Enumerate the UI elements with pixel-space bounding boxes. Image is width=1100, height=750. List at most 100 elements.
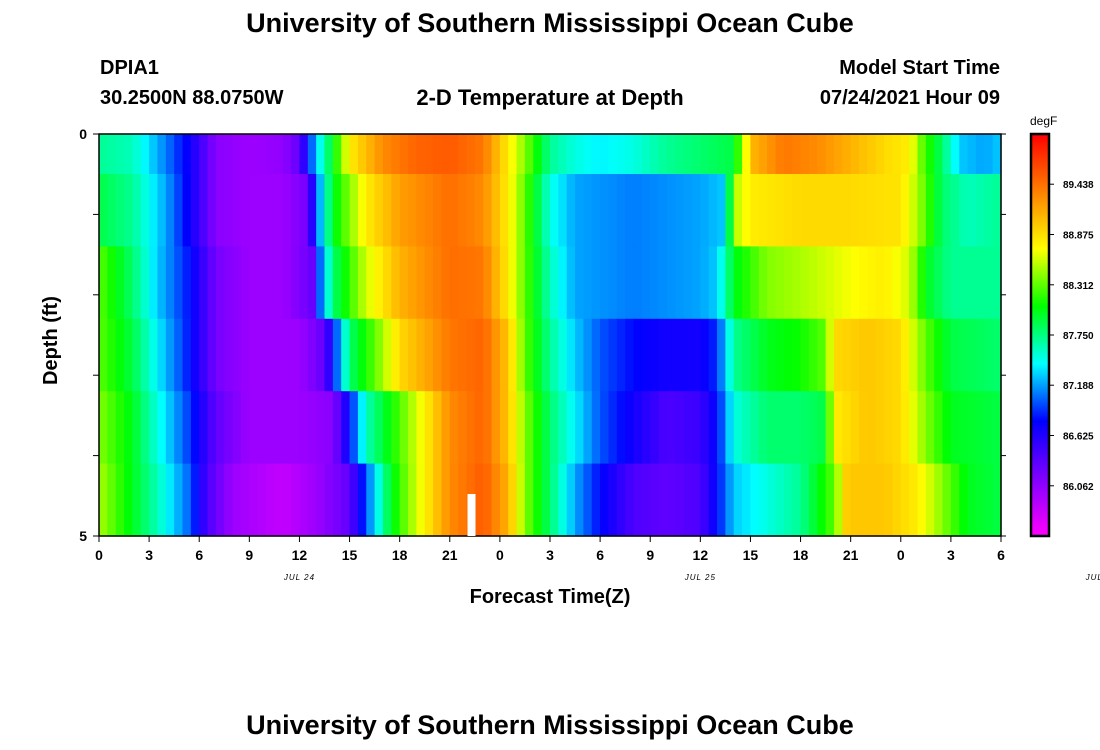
heat-cell bbox=[800, 463, 810, 537]
heat-cell bbox=[675, 246, 685, 320]
heat-cell bbox=[374, 134, 384, 175]
heat-cell bbox=[750, 246, 760, 320]
x-tick-label: 21 bbox=[442, 547, 458, 563]
heat-cell bbox=[199, 391, 209, 465]
heat-cell bbox=[842, 318, 852, 392]
heat-cell bbox=[516, 174, 526, 247]
heat-cell bbox=[950, 463, 960, 537]
heat-cell bbox=[307, 246, 317, 320]
heat-cell bbox=[608, 463, 618, 537]
heat-cell bbox=[575, 463, 585, 537]
heat-cell bbox=[433, 134, 443, 175]
heat-cell bbox=[182, 134, 192, 175]
y-tick-label: 0 bbox=[79, 126, 87, 142]
heat-cell bbox=[942, 463, 952, 537]
heat-cell bbox=[683, 246, 693, 320]
heat-cell bbox=[449, 391, 459, 465]
heat-cell bbox=[266, 134, 275, 175]
heat-cell bbox=[775, 318, 785, 392]
heat-cell bbox=[650, 318, 660, 392]
heat-cell bbox=[884, 134, 894, 175]
heat-cell bbox=[382, 174, 392, 247]
heat-cell bbox=[424, 246, 434, 320]
heat-cell bbox=[516, 318, 526, 392]
heat-cell bbox=[433, 318, 443, 392]
heat-cell bbox=[691, 318, 701, 392]
heat-cell bbox=[240, 318, 250, 392]
heat-cell bbox=[257, 463, 267, 537]
heat-cell bbox=[566, 463, 576, 537]
heat-cell bbox=[900, 463, 910, 537]
heat-cell bbox=[992, 134, 1002, 175]
heat-cell bbox=[666, 174, 676, 247]
heat-cell bbox=[641, 134, 651, 175]
heat-cell bbox=[382, 134, 392, 175]
heat-cell bbox=[499, 246, 509, 320]
heat-cell bbox=[374, 391, 384, 465]
heat-cell bbox=[199, 463, 209, 537]
heat-cell bbox=[758, 174, 768, 247]
heat-cell bbox=[466, 134, 476, 175]
heat-cell bbox=[700, 463, 710, 537]
heat-cell bbox=[959, 318, 969, 392]
heat-cell bbox=[608, 134, 618, 175]
heat-cell bbox=[817, 463, 827, 537]
heat-cell bbox=[382, 318, 392, 392]
x-tick-label: 15 bbox=[342, 547, 358, 563]
heat-cell bbox=[875, 391, 885, 465]
heat-cell bbox=[992, 246, 1002, 320]
heat-cell bbox=[725, 134, 735, 175]
x-tick-label: 15 bbox=[743, 547, 759, 563]
heat-cell bbox=[207, 391, 217, 465]
heat-cell bbox=[291, 318, 301, 392]
heat-cell bbox=[717, 174, 726, 247]
heat-cell bbox=[324, 318, 334, 392]
heat-cell bbox=[215, 174, 225, 247]
heat-cell bbox=[984, 134, 994, 175]
heat-cell bbox=[533, 318, 543, 392]
heat-cell bbox=[959, 391, 969, 465]
heat-cell bbox=[132, 463, 142, 537]
heat-cell bbox=[875, 246, 885, 320]
heat-cell bbox=[725, 318, 735, 392]
heat-cell bbox=[533, 174, 543, 247]
heat-cell bbox=[616, 318, 626, 392]
heat-cell bbox=[382, 246, 392, 320]
heat-cell bbox=[483, 246, 493, 320]
heat-cell bbox=[808, 134, 818, 175]
heat-cell bbox=[833, 391, 843, 465]
heat-cell bbox=[950, 246, 960, 320]
heat-cell bbox=[391, 391, 401, 465]
heat-cell bbox=[240, 134, 250, 175]
heat-cell bbox=[391, 134, 401, 175]
heat-cell bbox=[750, 318, 760, 392]
heat-cell bbox=[608, 318, 618, 392]
heat-cell bbox=[291, 391, 301, 465]
heat-cell bbox=[758, 134, 768, 175]
heat-cell bbox=[591, 391, 601, 465]
heat-cell bbox=[658, 463, 668, 537]
heat-cell bbox=[382, 463, 392, 537]
heat-cell bbox=[817, 246, 827, 320]
heat-cell bbox=[307, 174, 317, 247]
heat-cell bbox=[875, 174, 885, 247]
heat-cell bbox=[708, 134, 718, 175]
heat-cell bbox=[182, 174, 192, 247]
heat-cell bbox=[499, 391, 509, 465]
heat-cell bbox=[600, 463, 610, 537]
heat-cell bbox=[190, 318, 200, 392]
heat-cell bbox=[717, 391, 726, 465]
heat-cell bbox=[349, 391, 359, 465]
heat-cell bbox=[266, 174, 275, 247]
heat-cell bbox=[483, 463, 493, 537]
heat-cell bbox=[633, 246, 643, 320]
heat-cell bbox=[792, 246, 802, 320]
heat-cell bbox=[424, 463, 434, 537]
heat-cell bbox=[366, 463, 376, 537]
heat-cell bbox=[291, 246, 301, 320]
heat-cell bbox=[257, 134, 267, 175]
heat-cell bbox=[449, 246, 459, 320]
heat-cell bbox=[433, 174, 443, 247]
heat-cell bbox=[107, 174, 117, 247]
